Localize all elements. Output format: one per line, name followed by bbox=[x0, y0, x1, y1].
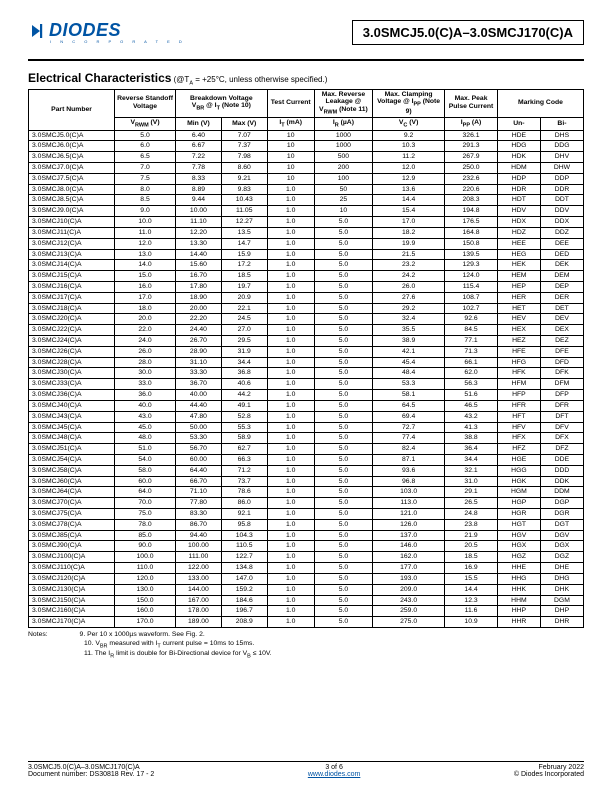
note-9: 9. Per 10 x 1000µs waveform. See Fig. 2. bbox=[80, 631, 205, 638]
table-row: 3.0SMCJ58(C)A58.064.4071.21.05.093.632.1… bbox=[29, 465, 584, 476]
table-row: 3.0SMCJ160(C)A160.0178.00196.71.05.0259.… bbox=[29, 606, 584, 617]
footer: 3.0SMCJ5.0(C)A–3.0SMCJ170(C)A Document n… bbox=[28, 761, 584, 778]
footer-copy: © Diodes Incorporated bbox=[514, 771, 584, 778]
table-row: 3.0SMCJ170(C)A170.0189.00208.91.05.0275.… bbox=[29, 617, 584, 628]
table-row: 3.0SMCJ150(C)A150.0167.00184.61.05.0243.… bbox=[29, 595, 584, 606]
table-row: 3.0SMCJ30(C)A30.033.3036.81.05.048.462.0… bbox=[29, 368, 584, 379]
section-title: Electrical Characteristics bbox=[28, 71, 171, 85]
table-row: 3.0SMCJ7.5(C)A7.58.339.211010012.9232.6H… bbox=[29, 173, 584, 184]
table-row: 3.0SMCJ24(C)A24.026.7029.51.05.038.977.1… bbox=[29, 336, 584, 347]
footer-date: February 2022 bbox=[514, 764, 584, 771]
section-heading: Electrical Characteristics (@TA = +25°C,… bbox=[28, 71, 584, 87]
table-row: 3.0SMCJ120(C)A120.0133.00147.01.05.0193.… bbox=[29, 573, 584, 584]
table-row: 3.0SMCJ8.0(C)A8.08.899.831.05013.6220.6H… bbox=[29, 184, 584, 195]
table-row: 3.0SMCJ14(C)A14.015.6017.21.05.023.2129.… bbox=[29, 260, 584, 271]
table-row: 3.0SMCJ110(C)A110.0122.00134.81.05.0177.… bbox=[29, 563, 584, 574]
table-row: 3.0SMCJ75(C)A75.083.3092.11.05.0121.024.… bbox=[29, 509, 584, 520]
title-box: 3.0SMCJ5.0(C)A–3.0SMCJ170(C)A bbox=[352, 20, 584, 45]
notes: Notes: 9. Per 10 x 1000µs waveform. See … bbox=[28, 631, 584, 661]
logo-subtitle: I N C O R P O R A T E D bbox=[50, 39, 186, 44]
table-row: 3.0SMCJ20(C)A20.022.2024.51.05.032.492.6… bbox=[29, 314, 584, 325]
note-11: 11. The IR limit is double for Bi-Direct… bbox=[84, 650, 272, 661]
footer-url: www.diodes.com bbox=[308, 771, 361, 778]
table-row: 3.0SMCJ85(C)A85.094.40104.31.05.0137.021… bbox=[29, 530, 584, 541]
table-row: 3.0SMCJ130(C)A130.0144.00159.21.05.0209.… bbox=[29, 584, 584, 595]
logo: DIODES I N C O R P O R A T E D bbox=[28, 20, 186, 44]
table-row: 3.0SMCJ13(C)A13.014.4015.91.05.021.5139.… bbox=[29, 249, 584, 260]
table-row: 3.0SMCJ45(C)A45.050.0055.31.05.072.741.3… bbox=[29, 422, 584, 433]
table-row: 3.0SMCJ70(C)A70.077.8086.01.05.0113.026.… bbox=[29, 498, 584, 509]
section-condition: (@TA = +25°C, unless otherwise specified… bbox=[171, 75, 327, 84]
diodes-logo-icon bbox=[28, 21, 48, 41]
table-row: 3.0SMCJ10(C)A10.011.1012.271.05.017.0176… bbox=[29, 217, 584, 228]
table-row: 3.0SMCJ18(C)A18.020.0022.11.05.029.2102.… bbox=[29, 303, 584, 314]
table-row: 3.0SMCJ22(C)A22.024.4027.01.05.035.584.5… bbox=[29, 325, 584, 336]
characteristics-table: Part NumberReverse Standoff VoltageBreak… bbox=[28, 89, 584, 628]
table-row: 3.0SMCJ15(C)A15.016.7018.51.05.024.2124.… bbox=[29, 271, 584, 282]
table-row: 3.0SMCJ6.5(C)A6.57.227.981050011.2267.9H… bbox=[29, 152, 584, 163]
table-row: 3.0SMCJ54(C)A54.060.0066.31.05.087.134.4… bbox=[29, 454, 584, 465]
table-row: 3.0SMCJ5.0(C)A5.06.407.071010009.2326.1H… bbox=[29, 130, 584, 141]
table-row: 3.0SMCJ40(C)A40.044.4049.11.05.064.546.5… bbox=[29, 400, 584, 411]
table-row: 3.0SMCJ43(C)A43.047.8052.81.05.069.443.2… bbox=[29, 411, 584, 422]
table-row: 3.0SMCJ90(C)A90.0100.00110.51.05.0146.02… bbox=[29, 541, 584, 552]
notes-label: Notes: bbox=[28, 631, 48, 638]
table-row: 3.0SMCJ60(C)A60.066.7073.71.05.096.831.0… bbox=[29, 476, 584, 487]
table-row: 3.0SMCJ100(C)A100.0111.00122.71.05.0162.… bbox=[29, 552, 584, 563]
footer-page: 3 of 6 bbox=[308, 764, 361, 771]
table-row: 3.0SMCJ7.0(C)A7.07.788.601020012.0250.0H… bbox=[29, 163, 584, 174]
table-row: 3.0SMCJ9.0(C)A9.010.0011.051.01015.4194.… bbox=[29, 206, 584, 217]
table-row: 3.0SMCJ8.5(C)A8.59.4410.431.02514.4208.3… bbox=[29, 195, 584, 206]
table-row: 3.0SMCJ11(C)A11.012.2013.51.05.018.2164.… bbox=[29, 227, 584, 238]
table-row: 3.0SMCJ26(C)A26.028.9031.91.05.042.171.3… bbox=[29, 346, 584, 357]
table-row: 3.0SMCJ33(C)A33.036.7040.61.05.053.356.3… bbox=[29, 379, 584, 390]
logo-text: DIODES bbox=[49, 20, 121, 41]
footer-doc: Document number: DS30818 Rev. 17 - 2 bbox=[28, 771, 154, 778]
table-row: 3.0SMCJ78(C)A78.086.7095.81.05.0126.023.… bbox=[29, 519, 584, 530]
table-row: 3.0SMCJ6.0(C)A6.06.677.3710100010.3291.3… bbox=[29, 141, 584, 152]
table-row: 3.0SMCJ64(C)A64.071.1078.61.05.0103.029.… bbox=[29, 487, 584, 498]
table-row: 3.0SMCJ28(C)A28.031.1034.41.05.045.466.1… bbox=[29, 357, 584, 368]
footer-part: 3.0SMCJ5.0(C)A–3.0SMCJ170(C)A bbox=[28, 764, 154, 771]
separator bbox=[28, 59, 584, 61]
table-row: 3.0SMCJ12(C)A12.013.3014.71.05.019.9150.… bbox=[29, 238, 584, 249]
table-row: 3.0SMCJ17(C)A17.018.9020.91.05.027.6108.… bbox=[29, 292, 584, 303]
table-row: 3.0SMCJ16(C)A16.017.8019.71.05.026.0115.… bbox=[29, 281, 584, 292]
header: DIODES I N C O R P O R A T E D 3.0SMCJ5.… bbox=[28, 20, 584, 45]
table-row: 3.0SMCJ36(C)A36.040.0044.21.05.058.151.6… bbox=[29, 390, 584, 401]
note-10: 10. VBR measured with IT current pulse =… bbox=[84, 640, 254, 651]
table-row: 3.0SMCJ48(C)A48.053.3058.91.05.077.438.8… bbox=[29, 433, 584, 444]
table-row: 3.0SMCJ51(C)A51.056.7062.71.05.082.436.4… bbox=[29, 444, 584, 455]
